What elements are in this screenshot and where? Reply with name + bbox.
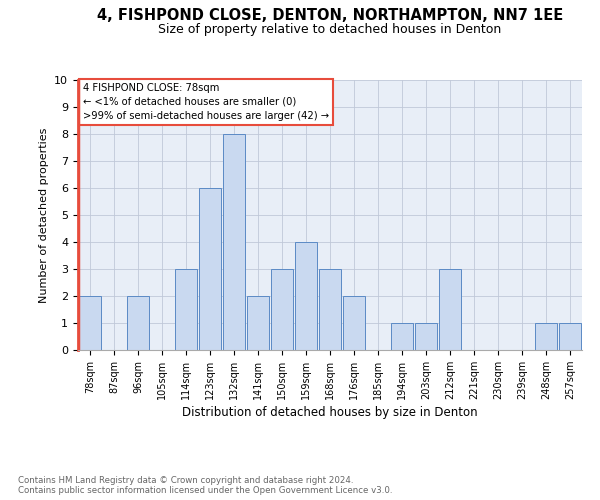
Bar [295,242,317,350]
Bar [319,269,341,350]
Text: Contains HM Land Registry data © Crown copyright and database right 2024.
Contai: Contains HM Land Registry data © Crown c… [18,476,392,495]
Bar [559,323,581,350]
Text: 4 FISHPOND CLOSE: 78sqm
← <1% of detached houses are smaller (0)
>99% of semi-de: 4 FISHPOND CLOSE: 78sqm ← <1% of detache… [83,82,329,120]
Bar [439,269,461,350]
Bar [415,323,437,350]
Text: 4, FISHPOND CLOSE, DENTON, NORTHAMPTON, NN7 1EE: 4, FISHPOND CLOSE, DENTON, NORTHAMPTON, … [97,8,563,22]
Bar [199,188,221,350]
Text: Distribution of detached houses by size in Denton: Distribution of detached houses by size … [182,406,478,419]
Bar [127,296,149,350]
Y-axis label: Number of detached properties: Number of detached properties [39,128,49,302]
Bar [223,134,245,350]
Text: Size of property relative to detached houses in Denton: Size of property relative to detached ho… [158,22,502,36]
Bar [343,296,365,350]
Bar [247,296,269,350]
Bar [391,323,413,350]
Bar [79,296,101,350]
Bar [175,269,197,350]
Bar [271,269,293,350]
Bar [535,323,557,350]
